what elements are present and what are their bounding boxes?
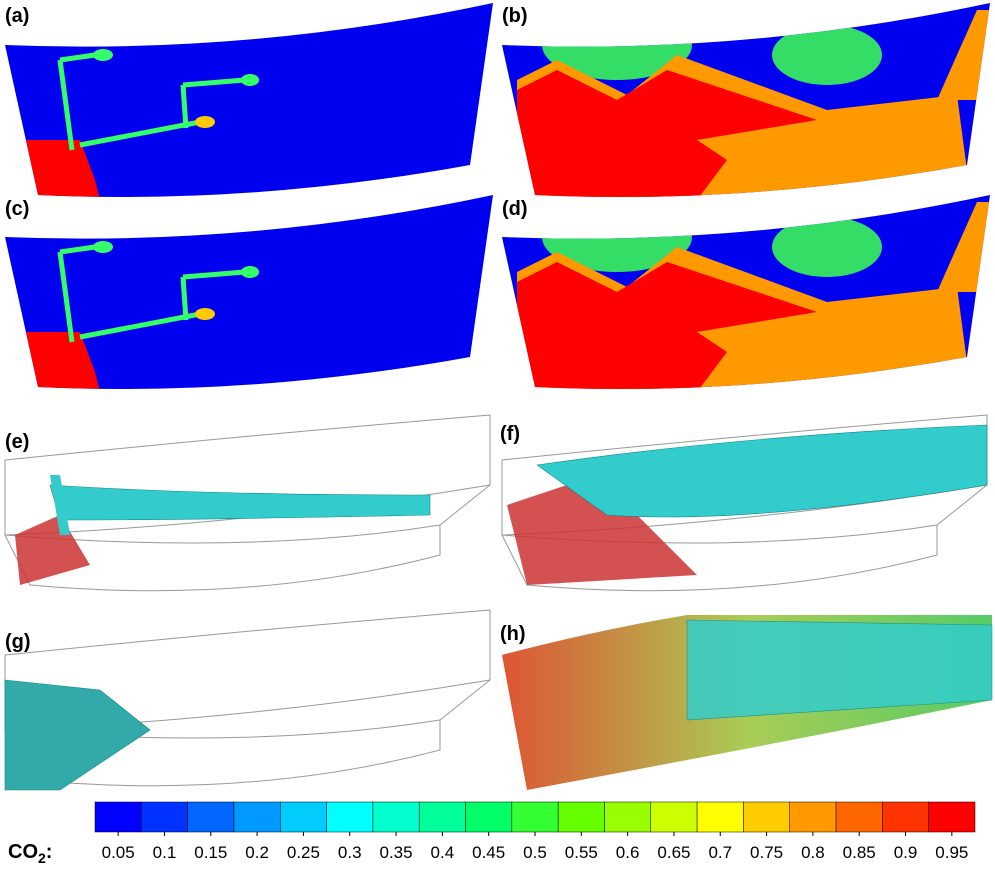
- colorbar-tick-label: 0.3: [338, 843, 362, 862]
- colorbar-tick-label: 0.9: [894, 843, 918, 862]
- panel-label: (c): [5, 198, 29, 220]
- colorbar-label: CO2:: [8, 841, 52, 866]
- colorbar-tick-label: 0.7: [708, 843, 732, 862]
- colorbar-segment: [743, 801, 790, 833]
- panel-label: (d): [502, 198, 528, 220]
- colorbar-segment: [94, 801, 142, 833]
- colorbar-tick-label: 0.35: [380, 843, 413, 862]
- colorbar-tick-label: 0.2: [245, 843, 269, 862]
- panel-label: (h): [500, 623, 526, 645]
- colorbar-segment: [650, 801, 698, 833]
- panel-label: (g): [5, 631, 31, 653]
- colorbar-label-main: CO: [8, 841, 38, 863]
- colorbar-segment: [604, 801, 652, 833]
- colorbar-tick-label: 0.15: [194, 843, 227, 862]
- colorbar-segment: [465, 801, 513, 833]
- colorbar-segment: [326, 801, 374, 833]
- colorbar-segment: [418, 801, 466, 833]
- colorbar-tick-label: 0.5: [523, 843, 547, 862]
- colorbar-segment: [882, 801, 929, 833]
- panel-label: (b): [502, 5, 528, 27]
- colorbar-segment: [187, 801, 235, 833]
- colorbar-tick-label: 0.1: [153, 843, 177, 862]
- colorbar-segment: [557, 801, 605, 833]
- colorbar-segment: [696, 801, 744, 833]
- colorbar-tick-label: 0.65: [657, 843, 690, 862]
- colorbar-tick-label: 0.05: [102, 843, 135, 862]
- colorbar-segment: [372, 801, 420, 833]
- colorbar-tick-label: 0.25: [287, 843, 320, 862]
- panel-h: [502, 615, 993, 790]
- panel-a: [5, 3, 493, 200]
- colorbar-segment: [928, 801, 976, 833]
- panel-b: [502, 3, 995, 200]
- colorbar-segment: [789, 801, 837, 833]
- panel-g: [4, 609, 491, 791]
- colorbar-segment: [233, 801, 281, 833]
- panel-d: [502, 195, 995, 392]
- colorbar-tick-label: 0.8: [801, 843, 825, 862]
- panel-label: (f): [500, 423, 520, 445]
- colorbar-tick-label: 0.45: [472, 843, 505, 862]
- colorbar-tick-label: 0.6: [616, 843, 640, 862]
- colorbar-segment: [511, 801, 559, 833]
- colorbar-segment: [835, 801, 883, 833]
- colorbar-segment: [280, 801, 327, 833]
- panel-label: (a): [5, 5, 29, 27]
- colorbar-tick-label: 0.4: [431, 843, 455, 862]
- colorbar-tick-label: 0.55: [565, 843, 598, 862]
- colorbar-tick-label: 0.75: [750, 843, 783, 862]
- panel-e: [4, 414, 491, 592]
- colorbar-segment: [141, 801, 188, 833]
- panel-label: (e): [5, 431, 29, 453]
- colorbar-label-sub: 2: [38, 850, 46, 866]
- colorbar-label-suffix: :: [46, 841, 53, 863]
- colorbar-tick-label: 0.95: [935, 843, 968, 862]
- panel-f: [501, 414, 988, 592]
- colorbar-tick-label: 0.85: [843, 843, 876, 862]
- panel-c: [5, 195, 493, 392]
